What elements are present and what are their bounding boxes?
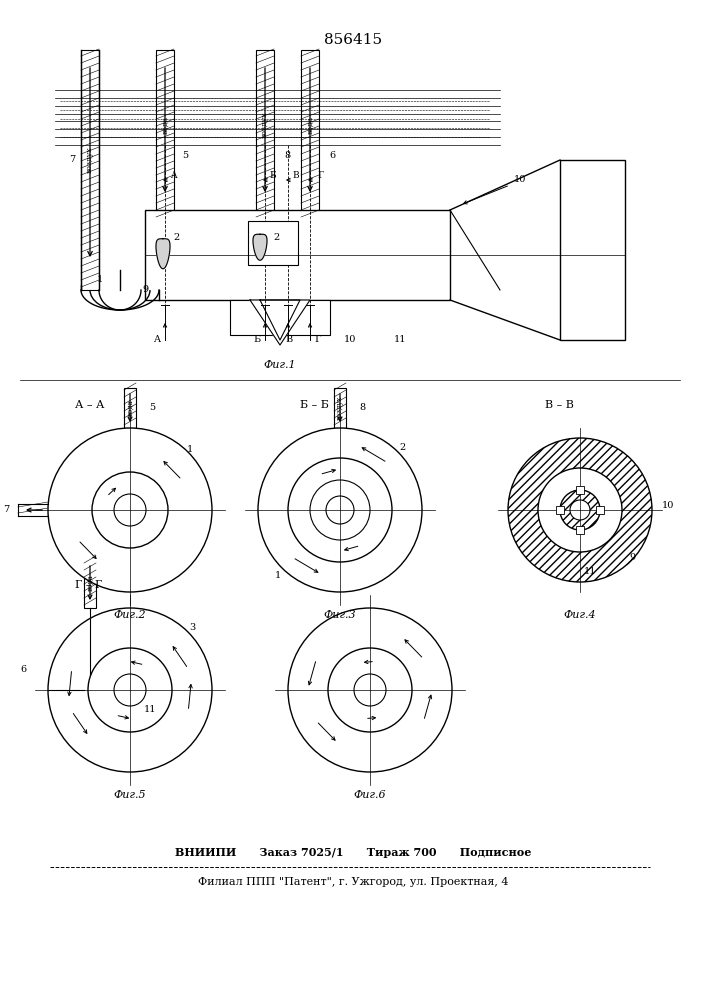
Text: А – А: А – А	[75, 400, 105, 410]
Text: 11: 11	[584, 568, 596, 576]
Circle shape	[48, 428, 212, 592]
Circle shape	[538, 468, 622, 552]
Circle shape	[114, 674, 146, 706]
Bar	[560, 160, 625, 340]
Text: Фиг.1: Фиг.1	[264, 360, 296, 370]
Circle shape	[570, 500, 590, 520]
Bar	[124, 388, 136, 428]
Text: 8: 8	[284, 150, 290, 159]
Text: 5: 5	[182, 150, 188, 159]
Text: Фиг.5: Фиг.5	[114, 790, 146, 800]
Polygon shape	[260, 300, 300, 340]
Text: Фиг.4: Фиг.4	[563, 610, 596, 620]
Text: 10: 10	[662, 500, 674, 510]
Text: 6: 6	[329, 150, 335, 159]
Text: вода: вода	[306, 116, 314, 134]
Text: 7: 7	[3, 506, 9, 514]
Circle shape	[354, 674, 386, 706]
Text: 9: 9	[629, 552, 635, 562]
Bar	[596, 506, 604, 514]
Circle shape	[328, 648, 412, 732]
Polygon shape	[253, 234, 267, 260]
Bar	[230, 300, 330, 335]
Bar	[145, 210, 450, 300]
Text: вода: вода	[161, 116, 169, 134]
Text: 1: 1	[275, 570, 281, 580]
Text: воздух: воздух	[86, 147, 94, 173]
Bar	[156, 50, 174, 220]
Text: Б: Б	[269, 172, 276, 180]
Text: Фиг.6: Фиг.6	[354, 790, 386, 800]
Text: 9: 9	[142, 286, 148, 294]
Bar	[256, 50, 274, 220]
Circle shape	[88, 648, 172, 732]
Circle shape	[508, 438, 652, 582]
Circle shape	[326, 496, 354, 524]
Text: 3: 3	[189, 624, 195, 633]
Text: В – В: В – В	[545, 400, 574, 410]
Text: Б: Б	[253, 336, 261, 344]
Text: 11: 11	[144, 706, 156, 714]
Bar	[248, 221, 298, 265]
Circle shape	[288, 608, 452, 772]
Bar	[334, 388, 346, 428]
Text: 1: 1	[187, 446, 193, 454]
Circle shape	[114, 494, 146, 526]
Text: вода: вода	[126, 400, 134, 416]
Circle shape	[288, 458, 392, 562]
Text: воздух: воздух	[336, 396, 344, 420]
Text: B: B	[293, 172, 299, 180]
Circle shape	[258, 428, 422, 592]
Bar	[81, 50, 99, 290]
Circle shape	[310, 480, 370, 540]
Bar	[301, 50, 319, 220]
Text: Филиал ППП "Патент", г. Ужгород, ул. Проектная, 4: Филиал ППП "Патент", г. Ужгород, ул. Про…	[198, 877, 508, 887]
Text: 2: 2	[274, 233, 280, 242]
Circle shape	[48, 608, 212, 772]
Text: A: A	[153, 336, 160, 344]
Text: 1: 1	[97, 275, 103, 284]
Bar	[576, 486, 584, 494]
Text: ВНИИПИ      Заказ 7025/1      Тираж 700      Подписное: ВНИИПИ Заказ 7025/1 Тираж 700 Подписное	[175, 846, 531, 857]
Text: Г – Г: Г – Г	[75, 580, 103, 590]
Text: 2: 2	[399, 444, 405, 452]
Text: A: A	[170, 172, 176, 180]
Text: Г: Г	[317, 172, 323, 180]
Text: 5: 5	[149, 403, 155, 412]
Text: 856415: 856415	[324, 33, 382, 47]
Text: 10: 10	[344, 336, 356, 344]
Bar	[576, 526, 584, 534]
Text: Б – Б: Б – Б	[300, 400, 329, 410]
Polygon shape	[250, 300, 310, 345]
Bar	[556, 506, 564, 514]
Text: Фиг.2: Фиг.2	[114, 610, 146, 620]
Text: 8: 8	[359, 403, 365, 412]
Text: 11: 11	[394, 336, 407, 344]
Text: 10: 10	[514, 176, 526, 184]
Text: Фиг.3: Фиг.3	[324, 610, 356, 620]
Circle shape	[560, 490, 600, 530]
Text: 2: 2	[174, 233, 180, 242]
Text: воздух: воздух	[261, 112, 269, 138]
Text: Г: Г	[315, 336, 321, 344]
Text: вода: вода	[86, 575, 94, 591]
Bar	[84, 558, 96, 608]
Text: B: B	[286, 336, 293, 344]
Text: 7: 7	[69, 155, 75, 164]
Circle shape	[92, 472, 168, 548]
Polygon shape	[156, 239, 170, 269]
Text: 6: 6	[20, 666, 26, 674]
